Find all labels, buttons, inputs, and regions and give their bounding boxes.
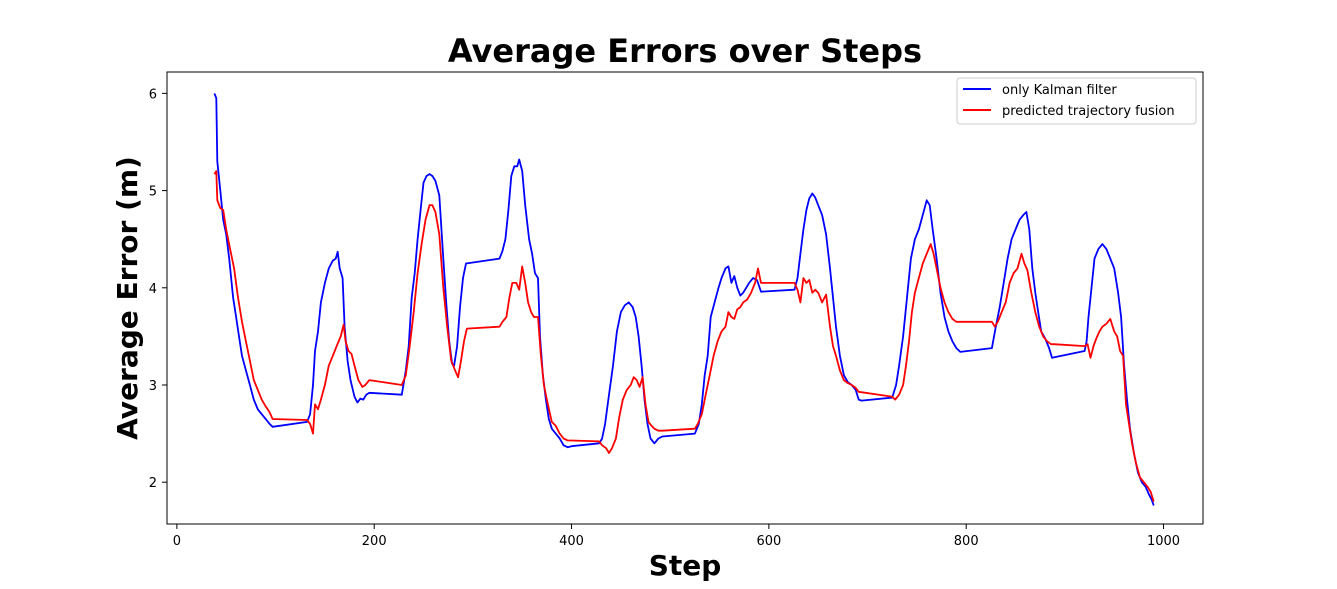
y-axis: 2 3 4 5 6	[149, 87, 167, 491]
x-tick-label: 0	[173, 534, 181, 549]
x-tick-label: 200	[362, 534, 387, 549]
legend-label-fusion: predicted trajectory fusion	[1002, 104, 1175, 119]
legend-frame	[956, 77, 1197, 125]
y-tick-label: 3	[149, 379, 157, 394]
legend: only Kalman filter predicted trajectory …	[956, 77, 1197, 125]
x-tick-label: 400	[559, 534, 584, 549]
series-layer	[213, 93, 1155, 506]
x-axis: 0 200 400 600 800 1000	[173, 524, 1180, 549]
legend-label-kalman: only Kalman filter	[1002, 83, 1117, 98]
chart-title: Average Errors over Steps	[448, 32, 922, 70]
y-axis-label: Average Error (m)	[111, 156, 144, 440]
y-tick-label: 6	[149, 87, 157, 102]
plot-area-frame	[166, 71, 1204, 525]
x-axis-label: Step	[649, 549, 722, 582]
x-tick-label: 600	[756, 534, 781, 549]
series-line-kalman	[213, 93, 1155, 506]
x-tick-label: 800	[954, 534, 979, 549]
x-tick-label: 1000	[1147, 534, 1180, 549]
y-tick-label: 2	[149, 476, 157, 491]
y-tick-label: 4	[149, 282, 157, 297]
series-line-fusion	[213, 170, 1155, 502]
y-tick-label: 5	[149, 185, 157, 200]
